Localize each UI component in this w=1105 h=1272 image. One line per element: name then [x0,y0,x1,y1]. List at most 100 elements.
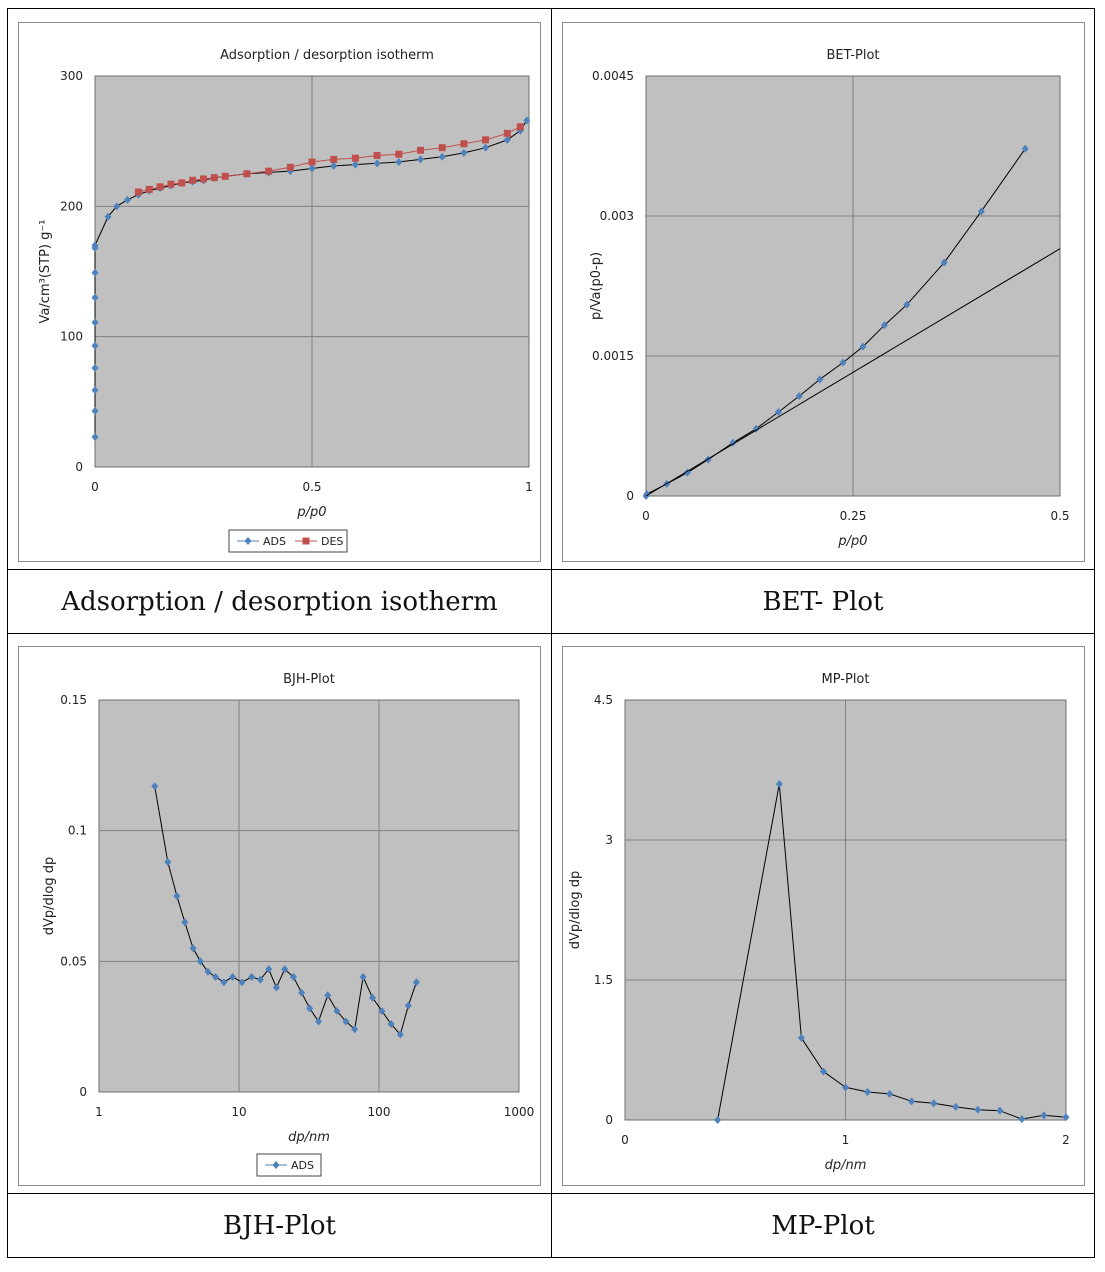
data-point [315,1017,323,1026]
table-divider-2 [8,633,1094,634]
data-point [940,258,948,267]
y-tick-label: 0.15 [60,693,87,707]
chart-title: BET-Plot [826,48,879,63]
data-point [298,988,306,997]
data-point [256,975,264,984]
data-point [342,1017,350,1026]
data-point [200,175,207,183]
data-point [714,1116,722,1124]
data-point [351,1025,359,1034]
bet-chart: BET-Plot 0 0.0015 0.003 0.0045 0 0.25 0.5 p/p0 p/… [589,48,1070,549]
data-point [104,212,112,221]
data-point [460,148,468,157]
y-tick-label: 0.1 [68,824,87,838]
data-point [229,973,237,982]
data-point [369,993,377,1002]
legend-marker [244,537,252,545]
data-point [1018,1115,1026,1124]
data-point [330,161,338,170]
x-tick-label: 0 [621,1133,629,1147]
isotherm-chart: Adsorption / desorption isotherm 0 100 200 3… [38,48,533,553]
data-point [91,241,99,250]
data-point [212,973,220,982]
series-fit [645,248,1061,497]
data-point [1021,144,1029,153]
legend: ADS [256,1153,322,1177]
x-tick-label: 0 [642,509,650,523]
data-point [373,159,381,168]
data-point [113,202,121,211]
data-point [886,1089,894,1098]
series-des [134,123,524,196]
legend: ADS DES [228,529,348,553]
x-axis-label: p/p0 [837,534,867,549]
data-point [91,386,99,395]
data-point [819,1067,827,1076]
data-point [286,163,294,171]
legend-label: ADS [291,1159,314,1172]
legend-box [256,1153,322,1177]
x-tick-label: 100 [368,1105,391,1119]
legend-label: DES [321,535,343,548]
data-point [204,967,212,976]
table-divider-3 [8,1193,1094,1194]
legend-marker [272,1161,280,1169]
data-point [903,300,911,309]
data-point [503,135,511,144]
data-point [289,973,297,982]
x-axis-label: p/p0 [296,505,326,520]
x-tick-label: 0.5 [302,480,321,494]
legend-label: ADS [263,535,286,548]
data-point [308,158,316,166]
y-tick-label: 0.003 [600,209,634,223]
x-tick-label: 10 [231,1105,246,1119]
y-tick-label: 300 [60,69,83,83]
series-data [642,144,1029,500]
chart-panel-mp: MP-Plot 0 1.5 3 4.5 0 1 2 dp/nm dVp/dlog dp [562,646,1085,1186]
data-point [795,392,803,401]
data-point [151,782,159,791]
x-axis-label: dp/nm [288,1130,330,1145]
data-point [238,978,246,987]
data-point [396,1030,404,1039]
y-axis-label: dVp/dlog dp [568,871,583,949]
x-tick-label: 1000 [504,1105,535,1119]
data-point [373,152,381,160]
y-tick-label: 0.0045 [592,69,634,83]
data-point [281,965,289,974]
data-point [308,164,316,173]
caption-bjh: BJH-Plot [223,1210,336,1241]
chart-panel-bet: BET-Plot 0 0.0015 0.003 0.0045 0 0.25 0.5 p/p0 p/… [562,22,1085,562]
data-point [974,1105,982,1114]
data-point [178,179,186,187]
x-tick-label: 1 [95,1105,103,1119]
y-tick-label: 3 [605,833,613,847]
data-point [173,892,181,900]
data-point [210,174,218,182]
data-point [91,363,99,372]
data-point [196,957,204,966]
data-point [387,1020,395,1029]
data-point [516,123,524,131]
data-point [145,185,153,193]
data-point [124,195,132,204]
y-tick-label: 0.05 [60,954,87,968]
y-tick-label: 0 [605,1113,613,1127]
y-tick-label: 0 [75,460,83,474]
caption-mp: MP-Plot [771,1210,875,1241]
figure-table: Adsorption / desorption isotherm BET- Pl… [7,8,1095,1258]
data-point [864,1088,872,1096]
y-axis-label: p/Va(p0-p) [589,252,604,320]
data-point [189,176,197,184]
data-point [91,406,99,415]
y-tick-label: 100 [60,330,83,344]
y-tick-label: 0 [626,489,634,503]
data-point [460,140,468,148]
series-data [714,780,1070,1124]
x-tick-label: 0.5 [1050,509,1069,523]
data-point [482,143,490,152]
data-point [395,150,403,158]
data-point [404,1001,412,1010]
y-tick-label: 0 [79,1085,87,1099]
data-point [272,983,280,992]
